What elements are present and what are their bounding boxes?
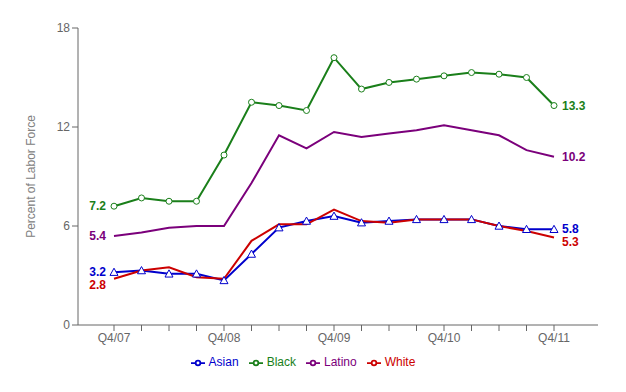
svg-text:Percent of Labor Force: Percent of Labor Force	[24, 115, 38, 238]
svg-text:3.2: 3.2	[89, 265, 106, 279]
svg-text:7.2: 7.2	[89, 199, 106, 213]
svg-text:13.3: 13.3	[562, 99, 586, 113]
svg-text:Q4/11: Q4/11	[538, 331, 570, 345]
svg-text:5.3: 5.3	[562, 235, 579, 249]
svg-text:5.4: 5.4	[89, 229, 106, 243]
html-text:White: White	[384, 355, 416, 369]
svg-text:18: 18	[57, 21, 71, 35]
svg-text:12: 12	[57, 120, 71, 134]
svg-text:0: 0	[63, 318, 70, 332]
html-text:Latino: Latino	[324, 355, 357, 369]
html-text:Black: Black	[266, 355, 296, 369]
svg-text:2.8: 2.8	[89, 278, 106, 292]
svg-text:Q4/10: Q4/10	[428, 331, 461, 345]
svg-text:10.2: 10.2	[562, 150, 586, 164]
html-text:Asian: Asian	[208, 355, 239, 369]
svg-text:Q4/07: Q4/07	[98, 331, 131, 345]
svg-text:6: 6	[63, 219, 70, 233]
svg-text:5.8: 5.8	[562, 222, 579, 236]
svg-text:Q4/09: Q4/09	[318, 331, 351, 345]
svg-text:Q4/08: Q4/08	[208, 331, 241, 345]
